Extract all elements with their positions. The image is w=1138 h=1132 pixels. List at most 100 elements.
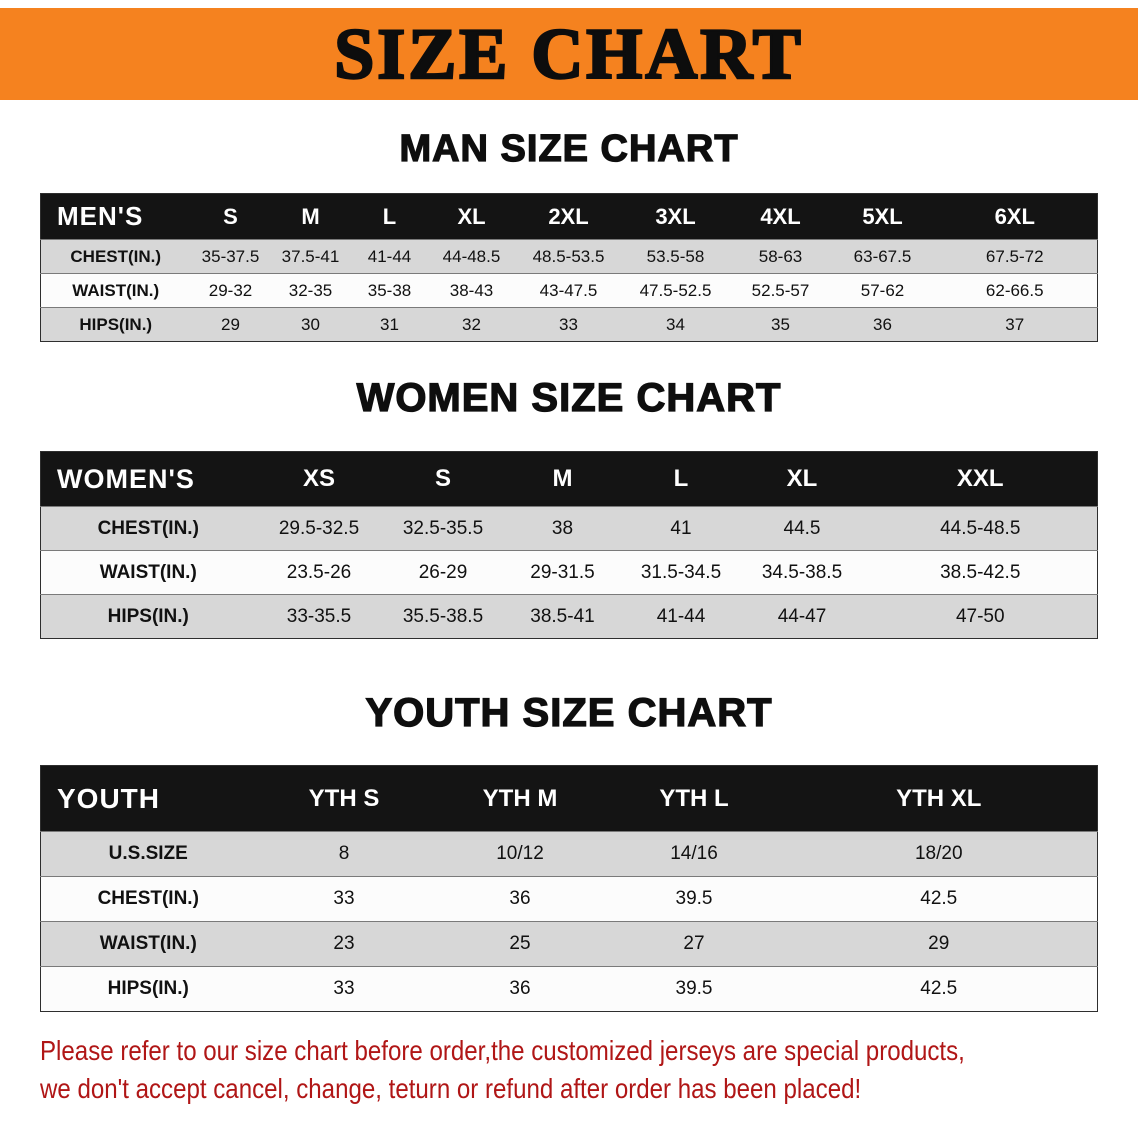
size-cell: 34 bbox=[622, 307, 729, 342]
table-row: HIPS(IN.) 33 36 39.5 42.5 bbox=[40, 966, 1098, 1012]
size-cell: 36 bbox=[432, 966, 608, 1012]
size-cell: 39.5 bbox=[607, 876, 781, 922]
size-cell: 41 bbox=[621, 506, 741, 551]
col-header: 3XL bbox=[655, 203, 696, 229]
women-header-row: WOMEN'S XS S M L XL XXL bbox=[40, 451, 1098, 507]
size-cell: 42.5 bbox=[780, 876, 1098, 922]
size-cell: 26-29 bbox=[382, 550, 504, 595]
size-cell: 44.5 bbox=[740, 506, 864, 551]
size-cell: 67.5-72 bbox=[932, 239, 1098, 274]
table-row: WAIST(IN.) 29-32 32-35 35-38 38-43 43-47… bbox=[40, 273, 1098, 308]
size-cell: 52.5-57 bbox=[728, 273, 833, 308]
men-section: MAN SIZE CHART MEN'S S M L XL 2XL 3XL 4X… bbox=[0, 127, 1138, 342]
col-header: XL bbox=[786, 465, 818, 492]
size-cell: 35-37.5 bbox=[190, 239, 271, 274]
size-cell: 37 bbox=[932, 307, 1098, 342]
col-header: M bbox=[552, 465, 573, 492]
row-label: WAIST(IN.) bbox=[40, 550, 256, 595]
size-cell: 41-44 bbox=[621, 594, 741, 639]
disclaimer: Please refer to our size chart before or… bbox=[0, 1032, 1138, 1108]
col-header: S bbox=[223, 203, 238, 229]
size-cell: 33 bbox=[514, 307, 623, 342]
table-corner-label: MEN'S bbox=[57, 201, 144, 231]
table-row: WAIST(IN.) 23 25 27 29 bbox=[40, 921, 1098, 967]
disclaimer-line: Please refer to our size chart before or… bbox=[40, 1035, 965, 1066]
size-cell: 29-31.5 bbox=[503, 550, 622, 595]
row-label: HIPS(IN.) bbox=[40, 594, 256, 639]
size-cell: 33 bbox=[255, 876, 433, 922]
size-cell: 38.5-42.5 bbox=[863, 550, 1098, 595]
col-header: 6XL bbox=[994, 203, 1035, 229]
col-header: YTH L bbox=[659, 784, 729, 812]
table-row: HIPS(IN.) 33-35.5 35.5-38.5 38.5-41 41-4… bbox=[40, 594, 1098, 639]
size-cell: 29 bbox=[190, 307, 271, 342]
size-cell: 37.5-41 bbox=[270, 239, 351, 274]
size-cell: 32.5-35.5 bbox=[382, 506, 504, 551]
men-header-row: MEN'S S M L XL 2XL 3XL 4XL 5XL 6XL bbox=[40, 193, 1098, 240]
size-cell: 23.5-26 bbox=[255, 550, 383, 595]
size-cell: 41-44 bbox=[350, 239, 429, 274]
size-cell: 30 bbox=[270, 307, 351, 342]
size-cell: 32 bbox=[428, 307, 515, 342]
table-corner-label: WOMEN'S bbox=[57, 463, 195, 494]
row-label: CHEST(IN.) bbox=[40, 876, 256, 922]
row-label: HIPS(IN.) bbox=[40, 966, 256, 1012]
youth-section: YOUTH SIZE CHART YOUTH YTH S YTH M YTH L… bbox=[0, 690, 1138, 1012]
youth-size-table: YOUTH YTH S YTH M YTH L YTH XL U.S.SIZE … bbox=[40, 765, 1098, 1012]
size-cell: 48.5-53.5 bbox=[514, 239, 623, 274]
size-cell: 35-38 bbox=[350, 273, 429, 308]
row-label: CHEST(IN.) bbox=[40, 506, 256, 551]
row-label: WAIST(IN.) bbox=[40, 921, 256, 967]
size-cell: 47.5-52.5 bbox=[622, 273, 729, 308]
size-cell: 33-35.5 bbox=[255, 594, 383, 639]
table-row: CHEST(IN.) 33 36 39.5 42.5 bbox=[40, 876, 1098, 922]
size-cell: 47-50 bbox=[863, 594, 1098, 639]
size-cell: 63-67.5 bbox=[832, 239, 933, 274]
col-header: XL bbox=[457, 203, 486, 229]
size-cell: 35.5-38.5 bbox=[382, 594, 504, 639]
table-corner-label: YOUTH bbox=[57, 782, 160, 814]
table-row: U.S.SIZE 8 10/12 14/16 18/20 bbox=[40, 831, 1098, 877]
table-row: HIPS(IN.) 29 30 31 32 33 34 35 36 37 bbox=[40, 307, 1098, 342]
col-header: 5XL bbox=[862, 203, 903, 229]
size-cell: 18/20 bbox=[780, 831, 1098, 877]
size-cell: 39.5 bbox=[607, 966, 781, 1012]
size-cell: 43-47.5 bbox=[514, 273, 623, 308]
row-label: HIPS(IN.) bbox=[40, 307, 191, 342]
table-row: CHEST(IN.) 29.5-32.5 32.5-35.5 38 41 44.… bbox=[40, 506, 1098, 551]
size-cell: 31 bbox=[350, 307, 429, 342]
col-header: XS bbox=[302, 465, 335, 492]
size-cell: 25 bbox=[432, 921, 608, 967]
size-cell: 29 bbox=[780, 921, 1098, 967]
women-size-table: WOMEN'S XS S M L XL XXL CHEST(IN.) 29.5-… bbox=[40, 451, 1098, 639]
size-cell: 36 bbox=[832, 307, 933, 342]
col-header: L bbox=[382, 203, 397, 229]
size-cell: 38.5-41 bbox=[503, 594, 622, 639]
col-header: YTH XL bbox=[896, 784, 982, 812]
size-cell: 58-63 bbox=[728, 239, 833, 274]
table-row: CHEST(IN.) 35-37.5 37.5-41 41-44 44-48.5… bbox=[40, 239, 1098, 274]
size-cell: 8 bbox=[255, 831, 433, 877]
size-cell: 34.5-38.5 bbox=[740, 550, 864, 595]
col-header: L bbox=[673, 465, 689, 492]
col-header: XXL bbox=[956, 465, 1004, 492]
size-cell: 29.5-32.5 bbox=[255, 506, 383, 551]
size-cell: 33 bbox=[255, 966, 433, 1012]
col-header: 4XL bbox=[760, 203, 801, 229]
col-header: YTH M bbox=[482, 784, 558, 812]
size-cell: 38 bbox=[503, 506, 622, 551]
size-cell: 29-32 bbox=[190, 273, 271, 308]
size-cell: 10/12 bbox=[432, 831, 608, 877]
youth-header-row: YOUTH YTH S YTH M YTH L YTH XL bbox=[40, 765, 1098, 832]
size-cell: 44-47 bbox=[740, 594, 864, 639]
page-title: SIZE CHART bbox=[333, 12, 804, 95]
size-cell: 31.5-34.5 bbox=[621, 550, 741, 595]
disclaimer-line: we don't accept cancel, change, teturn o… bbox=[40, 1073, 862, 1104]
size-cell: 27 bbox=[607, 921, 781, 967]
size-cell: 44.5-48.5 bbox=[863, 506, 1098, 551]
banner: SIZE CHART bbox=[0, 8, 1138, 100]
size-cell: 42.5 bbox=[780, 966, 1098, 1012]
size-cell: 53.5-58 bbox=[622, 239, 729, 274]
size-cell: 35 bbox=[728, 307, 833, 342]
col-header: YTH S bbox=[308, 784, 380, 812]
